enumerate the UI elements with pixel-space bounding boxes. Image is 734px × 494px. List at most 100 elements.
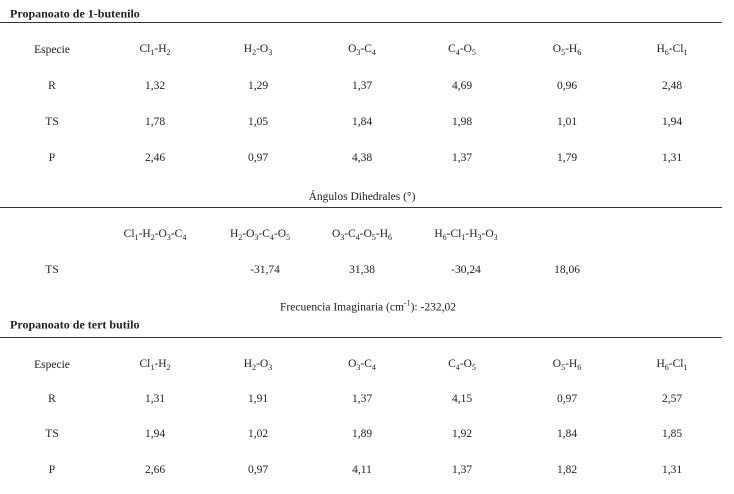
cell: 31,38 bbox=[349, 264, 375, 276]
cell: TS bbox=[45, 116, 59, 128]
cell: 1,31 bbox=[144, 393, 166, 405]
cell: 1,01 bbox=[556, 116, 578, 128]
index: 3 bbox=[477, 233, 482, 243]
label-part: -O bbox=[273, 227, 287, 240]
label-part: O bbox=[552, 42, 562, 55]
column-header: H2-O3-C4-O5 bbox=[230, 228, 290, 242]
column-header: O5-H6 bbox=[553, 358, 581, 372]
label-part: -H bbox=[154, 357, 167, 370]
cell: 1,91 bbox=[247, 393, 269, 405]
cell: 1,37 bbox=[451, 152, 473, 164]
cell: R bbox=[48, 393, 56, 405]
column-header: H6-Cl1 bbox=[656, 43, 687, 57]
index: 4 bbox=[355, 233, 360, 243]
label-part: -C bbox=[258, 227, 270, 240]
label-part: Especie bbox=[34, 359, 70, 371]
cell: -31,74 bbox=[250, 264, 280, 276]
index: 4 bbox=[371, 363, 376, 373]
label-part: -Cl bbox=[668, 42, 684, 55]
cell: R bbox=[48, 80, 56, 92]
cell: 1,31 bbox=[661, 152, 683, 164]
index: 3 bbox=[356, 48, 361, 58]
index: 5 bbox=[371, 233, 376, 243]
label-part: Frecuencia Imaginaria (cm bbox=[280, 301, 404, 314]
index: 1 bbox=[150, 48, 155, 58]
index: 4 bbox=[182, 233, 187, 243]
label-part: H bbox=[243, 42, 253, 55]
index: 6 bbox=[577, 48, 582, 58]
column-header: H2-O3 bbox=[244, 358, 272, 372]
column-header: H6-Cl1 bbox=[656, 358, 687, 372]
column-header: O5-H6 bbox=[553, 43, 581, 57]
index: 1 bbox=[134, 233, 139, 243]
cell: TS bbox=[45, 428, 59, 440]
cell: TS bbox=[45, 264, 59, 276]
index: -1 bbox=[403, 298, 411, 308]
cell: 0,96 bbox=[556, 80, 578, 92]
index: 6 bbox=[388, 233, 393, 243]
index: 4 bbox=[455, 48, 460, 58]
cell: 1,94 bbox=[144, 428, 166, 440]
label-part: O bbox=[348, 42, 357, 55]
index: 1 bbox=[461, 233, 466, 243]
cell: 18,06 bbox=[554, 264, 580, 276]
label-part: -O bbox=[154, 227, 167, 240]
cell: 0,97 bbox=[556, 393, 578, 405]
cell: 4,38 bbox=[351, 152, 373, 164]
label-part: Especie bbox=[34, 44, 70, 56]
index: 3 bbox=[340, 233, 345, 243]
cell: 2,57 bbox=[661, 393, 683, 405]
column-header: Cl1-H2 bbox=[139, 358, 170, 372]
label-part: -O bbox=[256, 357, 269, 370]
cell: 1,92 bbox=[451, 428, 473, 440]
cell: -30,24 bbox=[451, 264, 481, 276]
label-part: -O bbox=[459, 42, 472, 55]
cell: 1,98 bbox=[451, 116, 473, 128]
label-part: -H bbox=[154, 42, 167, 55]
column-header: Especie bbox=[34, 44, 70, 56]
index: 2 bbox=[238, 233, 243, 243]
column-header: O3-C4-O5-H6 bbox=[332, 228, 392, 242]
index: 3 bbox=[356, 363, 361, 373]
index: 6 bbox=[664, 363, 669, 373]
index: 1 bbox=[683, 363, 688, 373]
index: 3 bbox=[268, 363, 273, 373]
frequency-note: Frecuencia Imaginaria (cm-1): -232,02 bbox=[280, 299, 456, 314]
label-part: Cl bbox=[139, 42, 151, 55]
cell: 1,82 bbox=[556, 464, 578, 476]
index: 6 bbox=[442, 233, 447, 243]
rule bbox=[0, 337, 722, 338]
label-part: -H bbox=[375, 227, 389, 240]
section-title: Propanoato de tert butilo bbox=[10, 317, 140, 332]
cell: 2,48 bbox=[661, 80, 683, 92]
cell: 0,97 bbox=[247, 464, 269, 476]
label-part: -H bbox=[465, 227, 478, 240]
cell: 1,94 bbox=[661, 116, 683, 128]
label-part: H bbox=[243, 357, 253, 370]
subtable-title: Ángulos Dihedrales (°) bbox=[308, 191, 416, 203]
rule bbox=[0, 22, 722, 23]
cell: 1,79 bbox=[556, 152, 578, 164]
label-part: -C bbox=[170, 227, 183, 240]
cell: 2,46 bbox=[144, 152, 166, 164]
cell: 1,29 bbox=[247, 80, 269, 92]
cell: 1,84 bbox=[351, 116, 373, 128]
label-part: -C bbox=[344, 227, 356, 240]
index: 3 bbox=[268, 48, 273, 58]
cell: 1,32 bbox=[144, 80, 166, 92]
cell: 1,78 bbox=[144, 116, 166, 128]
index: 2 bbox=[150, 233, 155, 243]
index: 2 bbox=[252, 48, 257, 58]
index: 5 bbox=[286, 233, 291, 243]
cell: 4,69 bbox=[451, 80, 473, 92]
index: 3 bbox=[493, 233, 498, 243]
cell: P bbox=[48, 464, 56, 476]
cell: 2,66 bbox=[144, 464, 166, 476]
cell: 1,37 bbox=[351, 393, 373, 405]
column-header: Cl1-H2-O3-C4 bbox=[124, 228, 187, 242]
section-title: Propanoato de 1-butenilo bbox=[10, 6, 140, 21]
label-part: -Cl bbox=[668, 357, 684, 370]
index: 4 bbox=[455, 363, 460, 373]
label-part: -O bbox=[256, 42, 269, 55]
column-header: H6-Cl1-H3-O3 bbox=[434, 228, 497, 242]
